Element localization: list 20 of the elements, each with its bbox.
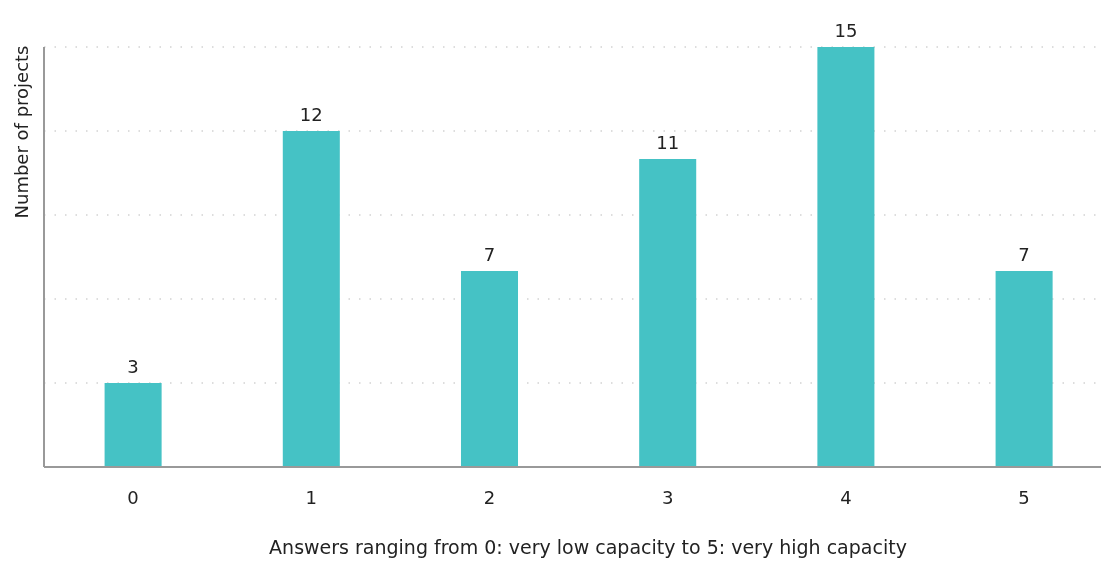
- x-tick-label: 3: [661, 487, 674, 508]
- bar: [817, 47, 875, 467]
- x-tick-label: 5: [1018, 487, 1030, 508]
- bar: [104, 383, 162, 467]
- data-label: 7: [483, 244, 496, 265]
- data-label: 15: [834, 20, 858, 41]
- x-tick-label: 2: [483, 487, 496, 508]
- x-axis-title: Answers ranging from 0: very low capacity to 5: very high capacity: [269, 536, 907, 558]
- x-tick-label: 0: [127, 487, 139, 508]
- data-label: 3: [127, 356, 139, 377]
- data-label: 12: [299, 104, 323, 125]
- x-tick-label: 1: [305, 487, 318, 508]
- data-label: 7: [1018, 244, 1030, 265]
- y-axis-title: Number of projects: [11, 45, 32, 219]
- bar: [282, 131, 340, 467]
- bar: [639, 159, 697, 467]
- bar: [995, 271, 1053, 467]
- data-label: 11: [656, 132, 680, 153]
- bar: [460, 271, 519, 467]
- x-tick-label: 4: [840, 487, 852, 508]
